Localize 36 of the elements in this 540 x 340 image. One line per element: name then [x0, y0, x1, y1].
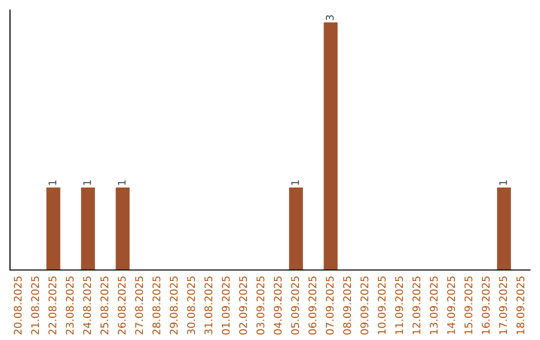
x-tick-label: 01.09.2025	[222, 276, 230, 335]
x-tick-label: 18.09.2025	[516, 276, 524, 334]
x-tick-label: 27.08.2025	[135, 276, 144, 334]
x-tick-label: 28.08.2025	[152, 276, 160, 334]
x-tick-label: 17.09.2025	[499, 276, 508, 334]
data-label: 1	[499, 180, 507, 185]
x-tick-label: 24.08.2025	[83, 276, 92, 334]
x-tick-label: 21.08.2025	[31, 276, 40, 334]
x-tick-label: 14.09.2025	[447, 276, 456, 334]
x-tick-label: 11.09.2025	[395, 276, 404, 334]
x-tick-label: 23.08.2025	[66, 276, 74, 334]
x-tick-label: 07.09.2025	[326, 276, 334, 335]
x-tick-label: 09.09.2025	[360, 276, 368, 335]
data-label: 1	[48, 180, 56, 185]
x-tick-label: 10.09.2025	[378, 276, 386, 334]
data-label: 1	[291, 180, 299, 185]
x-tick-label: 20.08.2025	[14, 276, 22, 334]
x-tick-label: 30.08.2025	[187, 276, 196, 334]
x-tick-label: 04.09.2025	[274, 276, 282, 335]
x-tick-label: 25.08.2025	[100, 276, 108, 334]
data-label: 3	[326, 15, 334, 20]
data-label: 1	[83, 180, 91, 185]
x-tick-label: 22.08.2025	[48, 276, 56, 334]
data-label: 1	[118, 180, 126, 185]
x-tick-label: 26.08.2025	[118, 276, 126, 334]
x-tick-label: 03.09.2025	[256, 276, 264, 335]
x-tick-label: 16.09.2025	[482, 276, 490, 334]
x-tick-label: 13.09.2025	[430, 276, 438, 334]
x-tick-label: 06.09.2025	[308, 276, 316, 335]
x-tick-label: 29.08.2025	[170, 276, 178, 334]
x-tick-label: 02.09.2025	[239, 276, 248, 335]
x-tick-label: 15.09.2025	[464, 276, 472, 334]
x-tick-label: 12.09.2025	[412, 276, 420, 334]
x-tick-label: 05.09.2025	[291, 276, 300, 335]
x-tick-label: 08.09.2025	[343, 276, 352, 335]
x-tick-label: 31.08.2025	[204, 276, 212, 334]
